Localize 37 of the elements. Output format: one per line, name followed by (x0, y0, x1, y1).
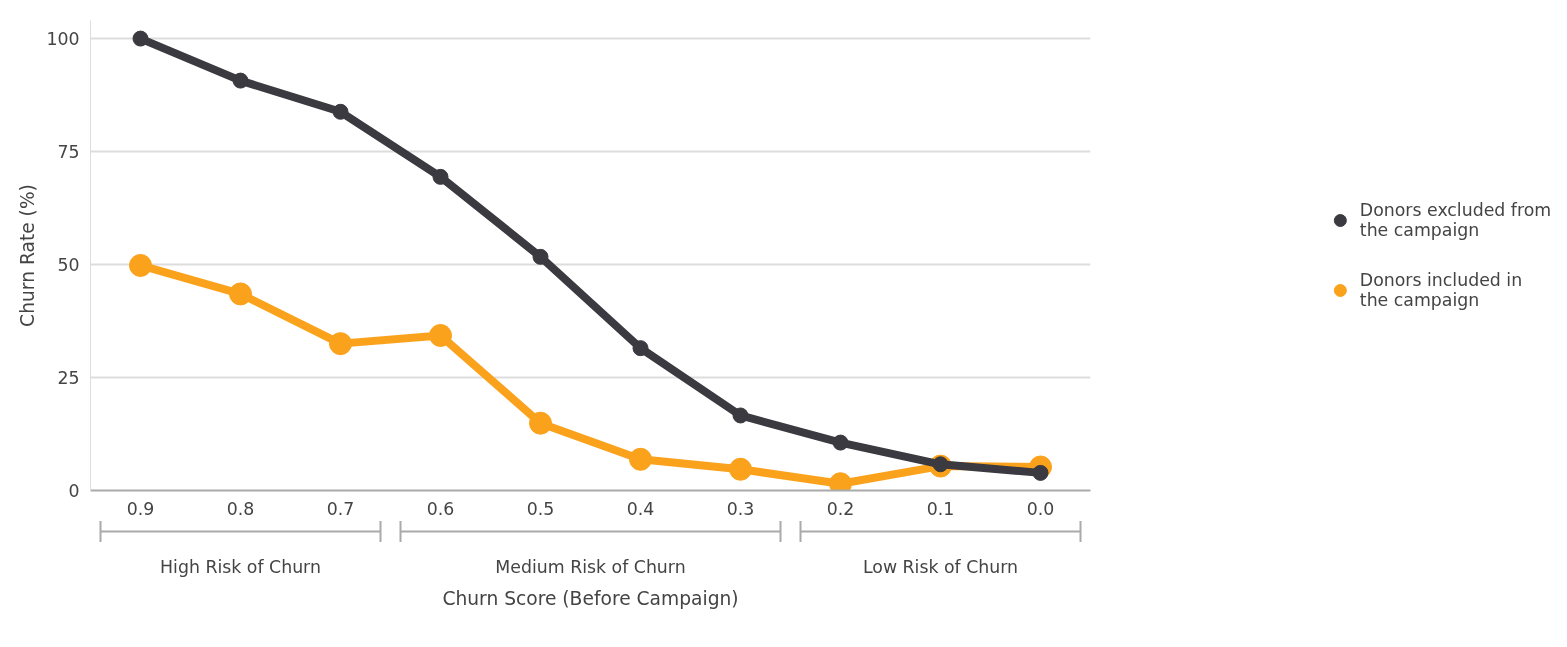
x-tick-label: 0.9 (126, 498, 155, 519)
x-tick-label: 0.6 (426, 498, 455, 519)
point (132, 30, 149, 47)
y-tick-label: 25 (57, 368, 80, 389)
point (229, 282, 252, 306)
legend-label: Donors included in the campaign (1359, 270, 1523, 310)
point (832, 434, 849, 451)
text: High Risk of Churn (160, 556, 321, 577)
text: Medium Risk of Churn (495, 556, 686, 577)
point (432, 168, 449, 185)
x-axis-title: Churn Score (Before Campaign) (442, 587, 739, 609)
point (429, 324, 452, 347)
x-tick-label: 0.1 (926, 498, 955, 519)
point (532, 248, 549, 265)
y-tick-label: 0 (68, 481, 80, 501)
point (632, 340, 649, 357)
y-tick-label: 50 (57, 255, 80, 276)
point (332, 103, 349, 120)
y-axis-title: Churn Rate (%) (17, 184, 39, 327)
x-tick-label: 0.0 (1026, 498, 1055, 519)
point (129, 253, 152, 277)
point (329, 332, 352, 356)
x-tick-label: 0.7 (326, 498, 355, 519)
point (529, 411, 552, 435)
x-tick-label: 0.4 (626, 498, 655, 519)
legend-label: Donors excluded from the campaign (1359, 200, 1552, 240)
x-tick-label: 0.5 (526, 498, 555, 519)
point (732, 407, 749, 424)
point (232, 72, 249, 89)
x-tick-label: 0.3 (726, 498, 755, 519)
x-tick-label: 0.2 (826, 498, 855, 519)
y-tick-label: 100 (46, 29, 80, 50)
text: Low Risk of Churn (862, 556, 1019, 577)
x-tick-label: 0.8 (226, 498, 255, 519)
y-tick-label: 75 (57, 142, 80, 163)
point (729, 457, 752, 481)
point (629, 447, 652, 471)
